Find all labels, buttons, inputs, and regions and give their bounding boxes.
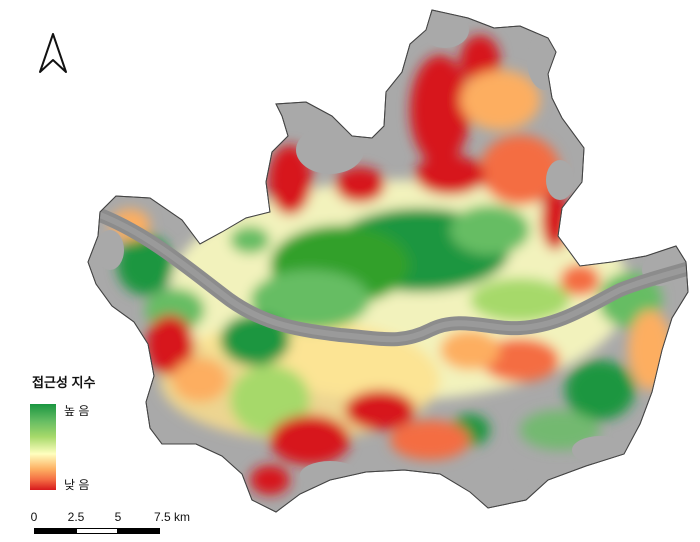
legend-low-label: 낮 음 [64, 478, 90, 492]
scale-label-7-5: 7.5 km [153, 510, 191, 524]
city-boundary-outline [87, 9, 689, 513]
legend-color-ramp [30, 404, 56, 490]
legend-high-label: 높 음 [64, 404, 90, 418]
scale-segment-1 [34, 528, 76, 534]
scale-label-0: 0 [30, 510, 38, 524]
accessibility-surface [96, 12, 678, 503]
scale-segment-2 [76, 528, 118, 534]
scale-segment-3 [118, 528, 160, 534]
north-arrow-icon [36, 32, 70, 76]
scale-label-2-5: 2.5 [67, 510, 85, 524]
legend-title: 접근성 지수 [32, 375, 96, 390]
han-river-highlight [97, 212, 688, 343]
scale-bar: 0 2.5 5 7.5 km [28, 510, 208, 538]
legend: 접근성 지수 높 음 낮 음 [28, 372, 148, 502]
scale-label-5: 5 [114, 510, 122, 524]
